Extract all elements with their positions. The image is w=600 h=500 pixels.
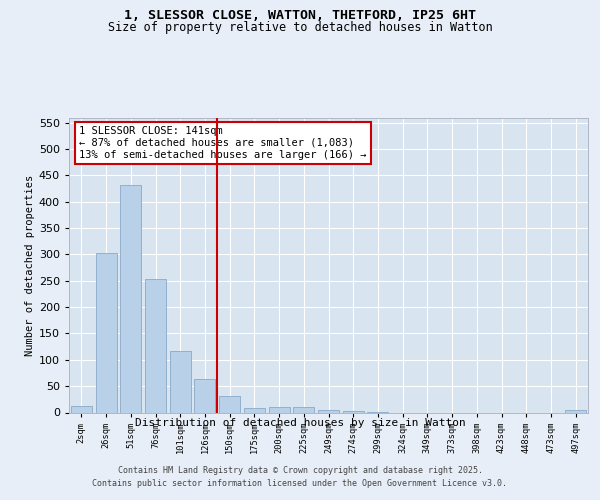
Bar: [120, 185, 141, 412]
Bar: [145, 279, 166, 412]
Text: 1 SLESSOR CLOSE: 141sqm
← 87% of detached houses are smaller (1,083)
13% of semi: 1 SLESSOR CLOSE: 141sqm ← 87% of detache…: [79, 126, 367, 160]
Bar: [95, 254, 116, 412]
Bar: [269, 407, 290, 412]
Bar: [565, 410, 586, 412]
Text: Distribution of detached houses by size in Watton: Distribution of detached houses by size …: [134, 418, 466, 428]
Bar: [244, 408, 265, 412]
Text: Size of property relative to detached houses in Watton: Size of property relative to detached ho…: [107, 22, 493, 35]
Text: 1, SLESSOR CLOSE, WATTON, THETFORD, IP25 6HT: 1, SLESSOR CLOSE, WATTON, THETFORD, IP25…: [124, 9, 476, 22]
Bar: [194, 379, 215, 412]
Bar: [71, 406, 92, 412]
Text: Contains public sector information licensed under the Open Government Licence v3: Contains public sector information licen…: [92, 478, 508, 488]
Y-axis label: Number of detached properties: Number of detached properties: [25, 174, 35, 356]
Bar: [293, 407, 314, 412]
Bar: [170, 351, 191, 412]
Text: Contains HM Land Registry data © Crown copyright and database right 2025.: Contains HM Land Registry data © Crown c…: [118, 466, 482, 475]
Bar: [219, 396, 240, 412]
Bar: [318, 410, 339, 412]
